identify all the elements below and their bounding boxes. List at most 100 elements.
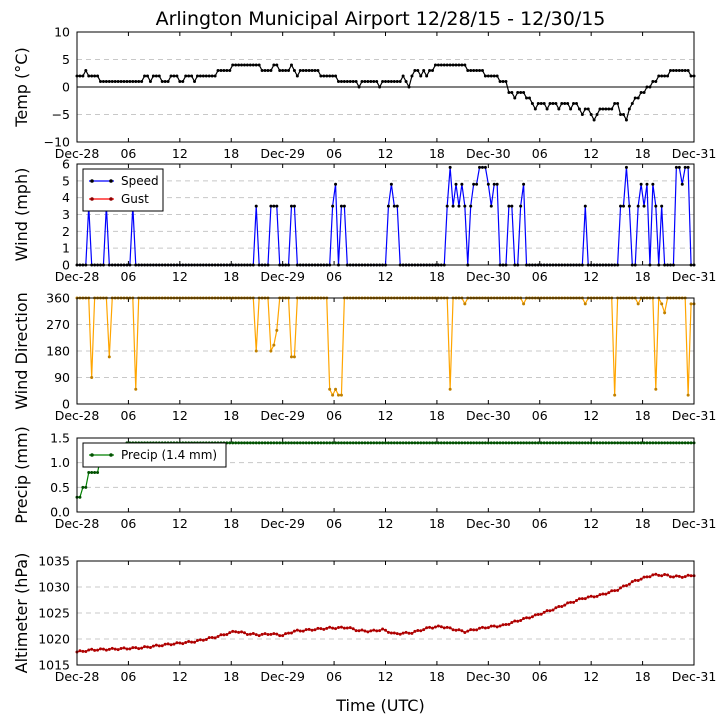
x-tick-label: 06 — [120, 408, 136, 423]
data-point — [642, 441, 646, 445]
data-point — [263, 441, 267, 445]
data-point — [360, 80, 364, 83]
data-point — [533, 441, 537, 445]
data-point — [663, 573, 667, 577]
data-point — [660, 74, 664, 78]
x-tick-label: 18 — [635, 408, 651, 423]
data-point — [586, 107, 590, 111]
data-point — [504, 623, 508, 627]
data-point — [431, 69, 435, 72]
x-tick-label: 06 — [532, 516, 548, 531]
data-point — [478, 69, 482, 72]
data-point — [442, 441, 446, 445]
data-point — [583, 302, 587, 306]
data-point — [445, 625, 449, 629]
data-point — [207, 636, 211, 640]
data-point — [160, 644, 164, 648]
data-point — [272, 632, 276, 636]
data-point — [583, 204, 587, 208]
data-point — [413, 441, 417, 445]
data-point — [366, 630, 370, 634]
data-point — [492, 182, 496, 186]
data-point — [342, 80, 346, 83]
data-point — [457, 441, 461, 445]
x-tick-label: Dec-29 — [260, 269, 305, 284]
data-point — [448, 441, 452, 445]
data-point — [386, 630, 390, 634]
data-point — [542, 441, 546, 445]
data-point — [190, 74, 194, 78]
data-point — [674, 441, 678, 445]
data-point — [416, 441, 420, 445]
data-point — [410, 74, 414, 78]
data-point — [193, 80, 197, 83]
data-point — [354, 629, 358, 633]
data-point — [154, 74, 158, 78]
data-point — [410, 441, 414, 445]
x-tick-label: 12 — [172, 146, 188, 161]
data-point — [360, 441, 364, 445]
data-point — [510, 204, 514, 208]
data-point — [439, 63, 443, 67]
data-point — [592, 595, 596, 599]
data-point — [586, 441, 590, 445]
x-tick-label: 18 — [223, 146, 239, 161]
data-point — [260, 632, 264, 636]
data-point — [472, 69, 476, 72]
data-point — [689, 302, 693, 306]
data-point — [478, 441, 482, 445]
data-point — [378, 629, 382, 633]
data-point — [204, 637, 208, 641]
data-point — [536, 441, 540, 445]
data-point — [592, 441, 596, 445]
data-point — [551, 608, 555, 612]
data-point — [513, 441, 517, 445]
data-point — [489, 74, 493, 78]
data-point — [560, 605, 564, 609]
data-point — [163, 80, 167, 83]
data-point — [668, 69, 672, 72]
data-point — [624, 165, 628, 169]
x-tick-label: 06 — [120, 669, 136, 684]
data-point — [545, 441, 549, 445]
data-point — [472, 182, 476, 186]
data-point — [401, 441, 405, 445]
data-point — [96, 648, 100, 652]
data-point — [574, 102, 578, 105]
data-point — [639, 441, 643, 445]
data-point — [334, 182, 338, 186]
data-point — [466, 629, 470, 633]
data-point — [219, 69, 223, 72]
x-tick-label: Dec-28 — [55, 669, 100, 684]
data-point — [627, 204, 631, 208]
data-point — [595, 113, 599, 116]
data-point — [298, 441, 302, 445]
y-tick-label: 1.5 — [50, 431, 70, 446]
data-point — [677, 441, 681, 445]
y-tick-label: 0.0 — [50, 505, 70, 520]
data-point — [257, 63, 261, 67]
data-point — [516, 91, 520, 94]
chart-title: Arlington Municipal Airport 12/28/15 - 1… — [156, 8, 606, 30]
data-point — [604, 107, 608, 111]
data-point — [454, 63, 458, 67]
data-point — [651, 441, 655, 445]
data-point — [96, 74, 100, 78]
data-point — [313, 628, 317, 632]
data-point — [419, 629, 423, 633]
data-point — [651, 80, 655, 83]
data-point — [639, 577, 643, 581]
data-point — [334, 74, 338, 78]
data-point — [530, 102, 534, 105]
data-point — [93, 471, 97, 475]
data-point — [513, 96, 517, 100]
data-point — [257, 441, 261, 445]
data-point — [334, 387, 338, 391]
data-point — [677, 574, 681, 578]
data-point — [483, 74, 487, 78]
data-point — [510, 620, 514, 624]
data-point — [81, 74, 85, 78]
x-tick-label: 12 — [378, 408, 394, 423]
